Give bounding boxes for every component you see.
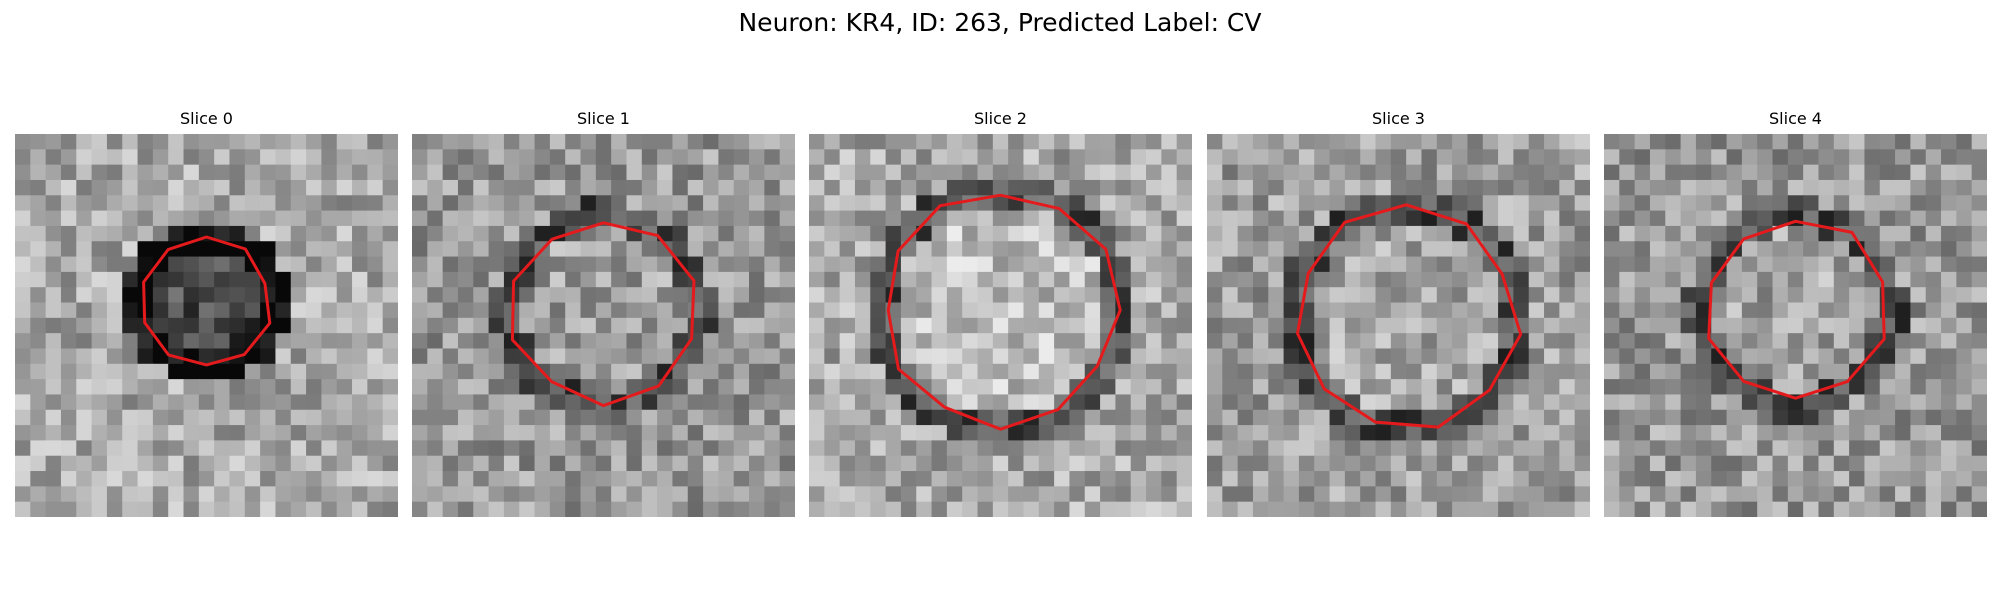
slice-title: Slice 3 (1372, 109, 1425, 128)
segmentation-contour (510, 221, 696, 408)
slice-title: Slice 4 (1769, 109, 1822, 128)
slice-title: Slice 1 (577, 109, 630, 128)
slice-image-2 (809, 134, 1192, 517)
slice-panel-0: Slice 0 (15, 108, 398, 517)
slice-title: Slice 0 (180, 109, 233, 128)
figure-title: Neuron: KR4, ID: 263, Predicted Label: C… (738, 8, 1262, 37)
slice-panel-4: Slice 4 (1604, 108, 1987, 517)
slice-panel-1: Slice 1 (412, 108, 795, 517)
segmentation-contour (142, 235, 272, 367)
slice-image-1 (412, 134, 795, 517)
slice-image-0 (15, 134, 398, 517)
segmentation-contour (1296, 203, 1523, 429)
segmentation-contour (886, 193, 1122, 431)
slice-panel-3: Slice 3 (1207, 108, 1590, 517)
slice-image-3 (1207, 134, 1590, 517)
slice-panel-2: Slice 2 (809, 108, 1192, 517)
segmentation-contour (1707, 219, 1886, 400)
slice-title: Slice 2 (974, 109, 1027, 128)
slice-image-4 (1604, 134, 1987, 517)
